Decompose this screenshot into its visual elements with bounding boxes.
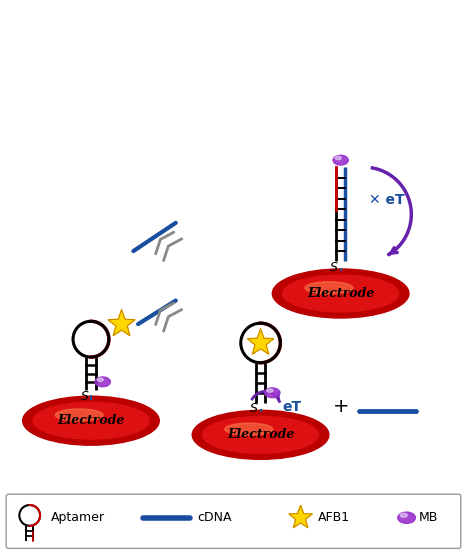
Ellipse shape [95,377,110,387]
Text: Electrode: Electrode [227,428,294,442]
Ellipse shape [283,275,399,312]
Text: MB: MB [419,511,438,524]
Ellipse shape [202,417,319,453]
Ellipse shape [267,389,273,392]
Ellipse shape [335,156,341,160]
Text: eT: eT [283,399,302,413]
Polygon shape [247,329,273,354]
FancyBboxPatch shape [6,494,461,548]
Text: S: S [330,261,338,274]
Text: S: S [81,389,89,403]
Ellipse shape [333,155,348,165]
Text: AFB1: AFB1 [318,511,350,524]
Text: cDNA: cDNA [197,511,231,524]
Ellipse shape [225,423,273,435]
Ellipse shape [264,388,280,398]
Text: Aptamer: Aptamer [51,511,105,524]
Ellipse shape [97,378,103,381]
Ellipse shape [398,512,415,524]
Text: +: + [332,397,349,416]
Ellipse shape [192,411,329,459]
Ellipse shape [55,409,103,421]
Text: ✕ eT: ✕ eT [369,193,404,207]
Text: Electrode: Electrode [307,287,374,300]
Ellipse shape [273,269,409,318]
Polygon shape [289,505,312,527]
Ellipse shape [305,282,353,294]
Ellipse shape [400,514,407,517]
Ellipse shape [23,396,159,445]
Text: S: S [250,402,258,416]
Polygon shape [108,310,135,336]
Ellipse shape [33,402,149,439]
Text: Electrode: Electrode [57,414,125,427]
